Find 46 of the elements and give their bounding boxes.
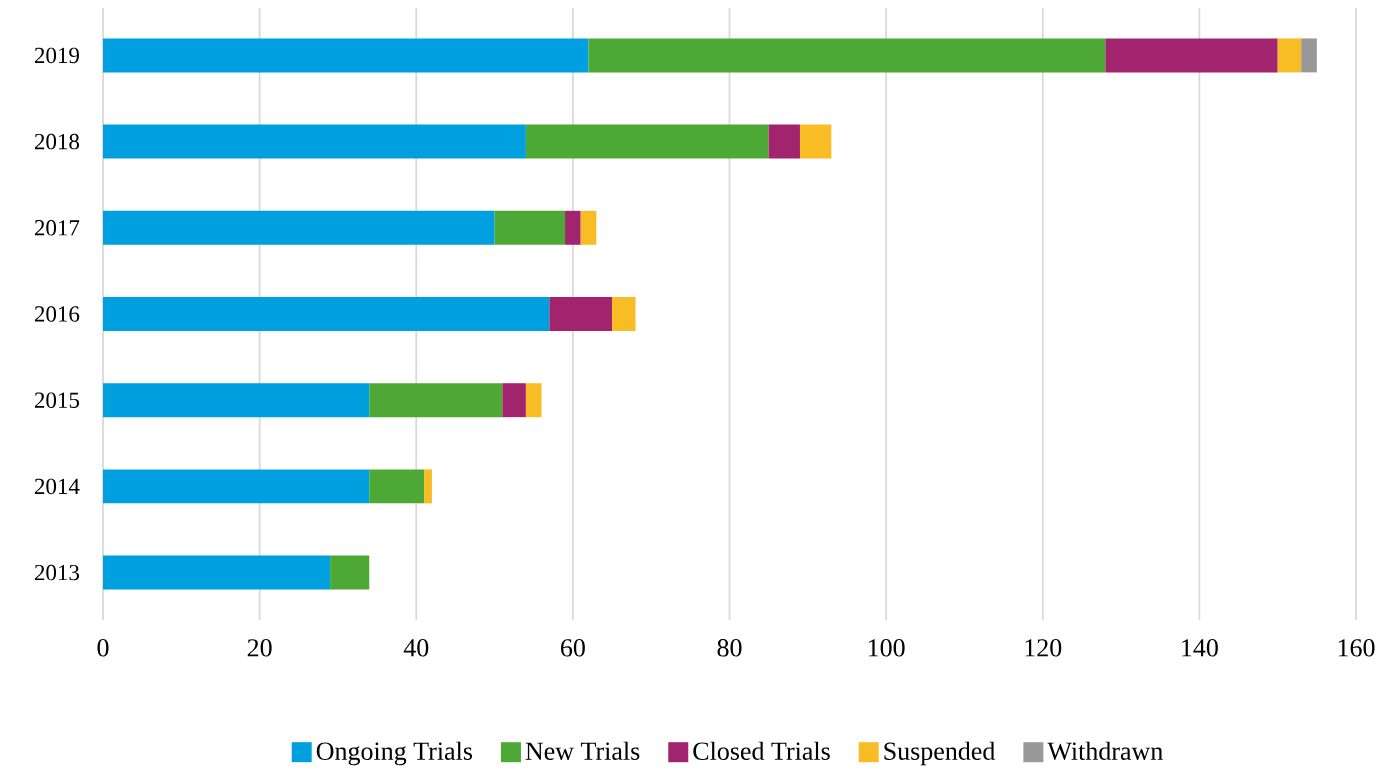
x-tick-label: 120 — [1025, 639, 1062, 657]
y-tick-label: 2018 — [34, 133, 80, 150]
x-tick-label: 0 — [97, 639, 109, 657]
bar — [103, 124, 526, 159]
bar — [330, 555, 370, 590]
bar — [1277, 38, 1302, 73]
bar — [612, 297, 636, 331]
x-tick-label: 100 — [868, 639, 905, 657]
bar — [103, 383, 370, 418]
bar — [424, 469, 432, 504]
bar — [565, 210, 581, 245]
bar — [580, 210, 597, 245]
bar — [768, 124, 800, 159]
y-tick-label: 2015 — [34, 392, 80, 408]
bar — [799, 124, 832, 159]
bar — [525, 124, 769, 159]
bar — [103, 469, 370, 504]
bar — [588, 38, 1106, 73]
x-tick-label: 60 — [561, 639, 585, 657]
legend-label: Suspended — [884, 741, 996, 766]
x-tick-label: 80 — [717, 639, 742, 657]
y-tick-label: 2017 — [34, 220, 80, 236]
bar — [103, 297, 550, 331]
bar — [525, 383, 542, 418]
legend-label: Withdrawn — [1047, 741, 1163, 761]
bar — [369, 383, 503, 418]
legend-label: New Trials — [525, 741, 640, 760]
bar — [1105, 38, 1278, 73]
x-tick-label: 20 — [247, 639, 272, 657]
legend-label: Ongoing Trials — [316, 741, 473, 766]
y-tick-label: 2014 — [34, 478, 80, 495]
y-tick-label: 2013 — [34, 564, 80, 581]
bar — [103, 38, 589, 73]
bar — [549, 297, 613, 331]
bar — [494, 210, 566, 245]
y-tick-label: 2016 — [34, 306, 80, 322]
bar — [103, 210, 495, 245]
x-tick-label: 40 — [403, 639, 429, 657]
bar — [103, 555, 331, 590]
x-tick-label: 140 — [1182, 639, 1218, 657]
bar — [502, 383, 526, 418]
bar — [1301, 38, 1317, 73]
y-tick-label: 2019 — [34, 47, 79, 64]
legend-label: Closed Trials — [693, 741, 830, 760]
x-tick-label: 160 — [1338, 639, 1375, 657]
bar — [369, 469, 425, 504]
